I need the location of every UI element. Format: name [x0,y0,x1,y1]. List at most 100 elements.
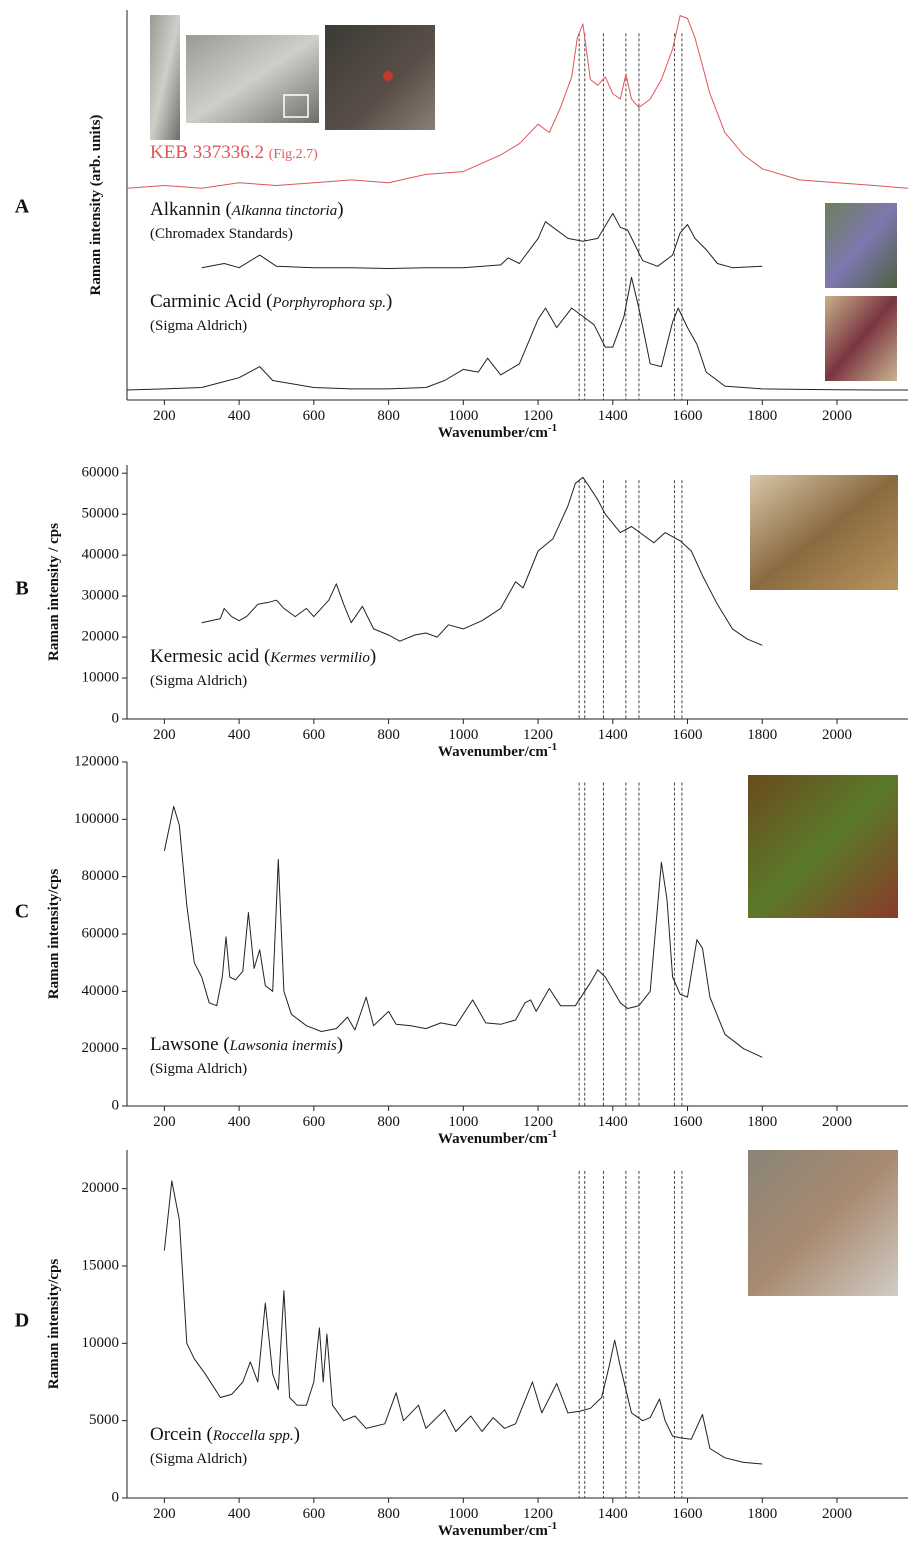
x-tick-label: 1200 [523,408,553,424]
y-axis-label: Raman intensity/cps [46,869,62,1000]
x-tick-label: 1600 [673,727,703,743]
x-tick-label: 200 [153,727,176,743]
x-axis-label: Wavenumber/cm-1 [438,741,557,760]
series-label: Lawsone (Lawsonia inermis) [150,1034,343,1055]
x-tick-label: 1800 [747,1506,777,1522]
x-tick-label: 1600 [673,1114,703,1130]
photo [150,15,180,140]
panel: A Raman intensity (arb. units) 200 400 600 80… [15,10,908,441]
y-axis-label: Raman intensity / cps [46,523,62,661]
series-label-part: ) [294,1424,300,1445]
x-tick-label: 1000 [448,727,478,743]
x-tick-label: 1000 [448,408,478,424]
panel: D Raman intensity/cps 200 400 600 800 1000 1200… [15,1150,908,1539]
y-tick-label: 100000 [74,811,119,827]
x-tick-label: 400 [228,1506,251,1522]
spectrum-line [126,15,908,189]
x-tick-label: 1600 [673,408,703,424]
x-tick-label: 400 [228,1114,251,1130]
x-tick-label: 1000 [448,1506,478,1522]
x-tick-label: 600 [303,1506,326,1522]
series-label-part: Lawsonia inermis [229,1038,337,1054]
x-tick-label: 800 [377,727,400,743]
y-tick-label: 10000 [82,1335,120,1351]
series-source: (Sigma Aldrich) [150,318,247,334]
x-tick-label: 600 [303,727,326,743]
y-tick-label: 15000 [82,1257,120,1273]
series-source: (Sigma Aldrich) [150,673,247,689]
x-tick-label: 1200 [523,727,553,743]
x-axis-label-text: Wavenumber/cm [438,1131,548,1147]
x-tick-label: 200 [153,1506,176,1522]
x-tick-label: 1200 [523,1506,553,1522]
y-tick-label: 30000 [82,588,120,604]
x-tick-label: 1800 [747,727,777,743]
x-tick-label: 800 [377,408,400,424]
y-tick-label: 120000 [74,753,119,769]
series-label-part: Lawsone ( [150,1034,230,1055]
series-source: (Sigma Aldrich) [150,1451,247,1467]
x-tick-label: 200 [153,1114,176,1130]
x-tick-label: 800 [377,1114,400,1130]
x-axis-label-sup: -1 [548,1520,557,1532]
photos [150,15,898,1296]
y-tick-label: 10000 [82,669,120,685]
x-tick-label: 1800 [747,408,777,424]
series-label: Alkannin (Alkanna tinctoria) [150,199,344,220]
x-tick-label: 1600 [673,1506,703,1522]
x-axis-label: Wavenumber/cm-1 [438,422,557,441]
series-label-part: ) [337,1034,343,1055]
y-tick-label: 0 [112,1489,120,1505]
photo-detail [383,71,393,81]
x-tick-label: 400 [228,727,251,743]
panel: B Raman intensity / cps 200 400 600 800 1000 12… [15,465,908,760]
x-tick-label: 600 [303,408,326,424]
x-axis-label-text: Wavenumber/cm [438,1523,548,1539]
series-label: Carminic Acid (Porphyrophora sp.) [150,291,392,312]
x-tick-label: 1400 [598,1114,628,1130]
series-source: (Chromadex Standards) [150,226,293,242]
spectrum-line [126,276,908,391]
spectrum-line [163,1180,763,1465]
panel-label: D [15,1310,29,1332]
y-tick-label: 20000 [82,1040,120,1056]
x-axis-label-sup: -1 [548,741,557,753]
x-tick-label: 2000 [822,1506,852,1522]
y-axis-label: Raman intensity (arb. units) [88,115,104,296]
y-tick-label: 60000 [82,925,120,941]
photo [748,775,898,918]
panel-label: A [15,196,30,218]
x-tick-label: 1000 [448,1114,478,1130]
series-label-part: ) [386,291,392,312]
spectrum-line [201,476,763,646]
x-tick-label: 1200 [523,1114,553,1130]
photo [750,475,898,590]
spectrum-line [201,212,763,269]
series-label-part: ) [370,646,376,667]
spectrum-line [163,805,763,1058]
panel-label: C [15,901,29,923]
x-axis-label-text: Wavenumber/cm [438,744,548,760]
y-tick-label: 80000 [82,868,120,884]
y-axis-label: Raman intensity/cps [46,1259,62,1390]
y-tick-label: 0 [112,1097,120,1113]
panel: C Raman intensity/cps 200 400 600 800 1000 1200… [15,753,908,1147]
series-label-part: Alkannin ( [150,199,232,220]
y-tick-label: 20000 [82,1180,120,1196]
x-axis-label-sup: -1 [548,422,557,434]
x-axis-label: Wavenumber/cm-1 [438,1128,557,1147]
y-tick-label: 5000 [89,1412,119,1428]
x-tick-label: 1400 [598,1506,628,1522]
series-source: (Sigma Aldrich) [150,1061,247,1077]
x-axis-label-text: Wavenumber/cm [438,425,548,441]
series-label-part: Roccella spp. [212,1428,294,1444]
series-label: Orcein (Roccella spp.) [150,1424,300,1445]
x-tick-label: 2000 [822,408,852,424]
x-tick-label: 2000 [822,1114,852,1130]
series-label: Kermesic acid (Kermes vermilio) [150,646,376,667]
panel-label: B [15,578,28,600]
y-tick-label: 20000 [82,629,120,645]
series-label-part: Alkanna tinctoria [231,203,337,219]
x-tick-label: 1400 [598,727,628,743]
